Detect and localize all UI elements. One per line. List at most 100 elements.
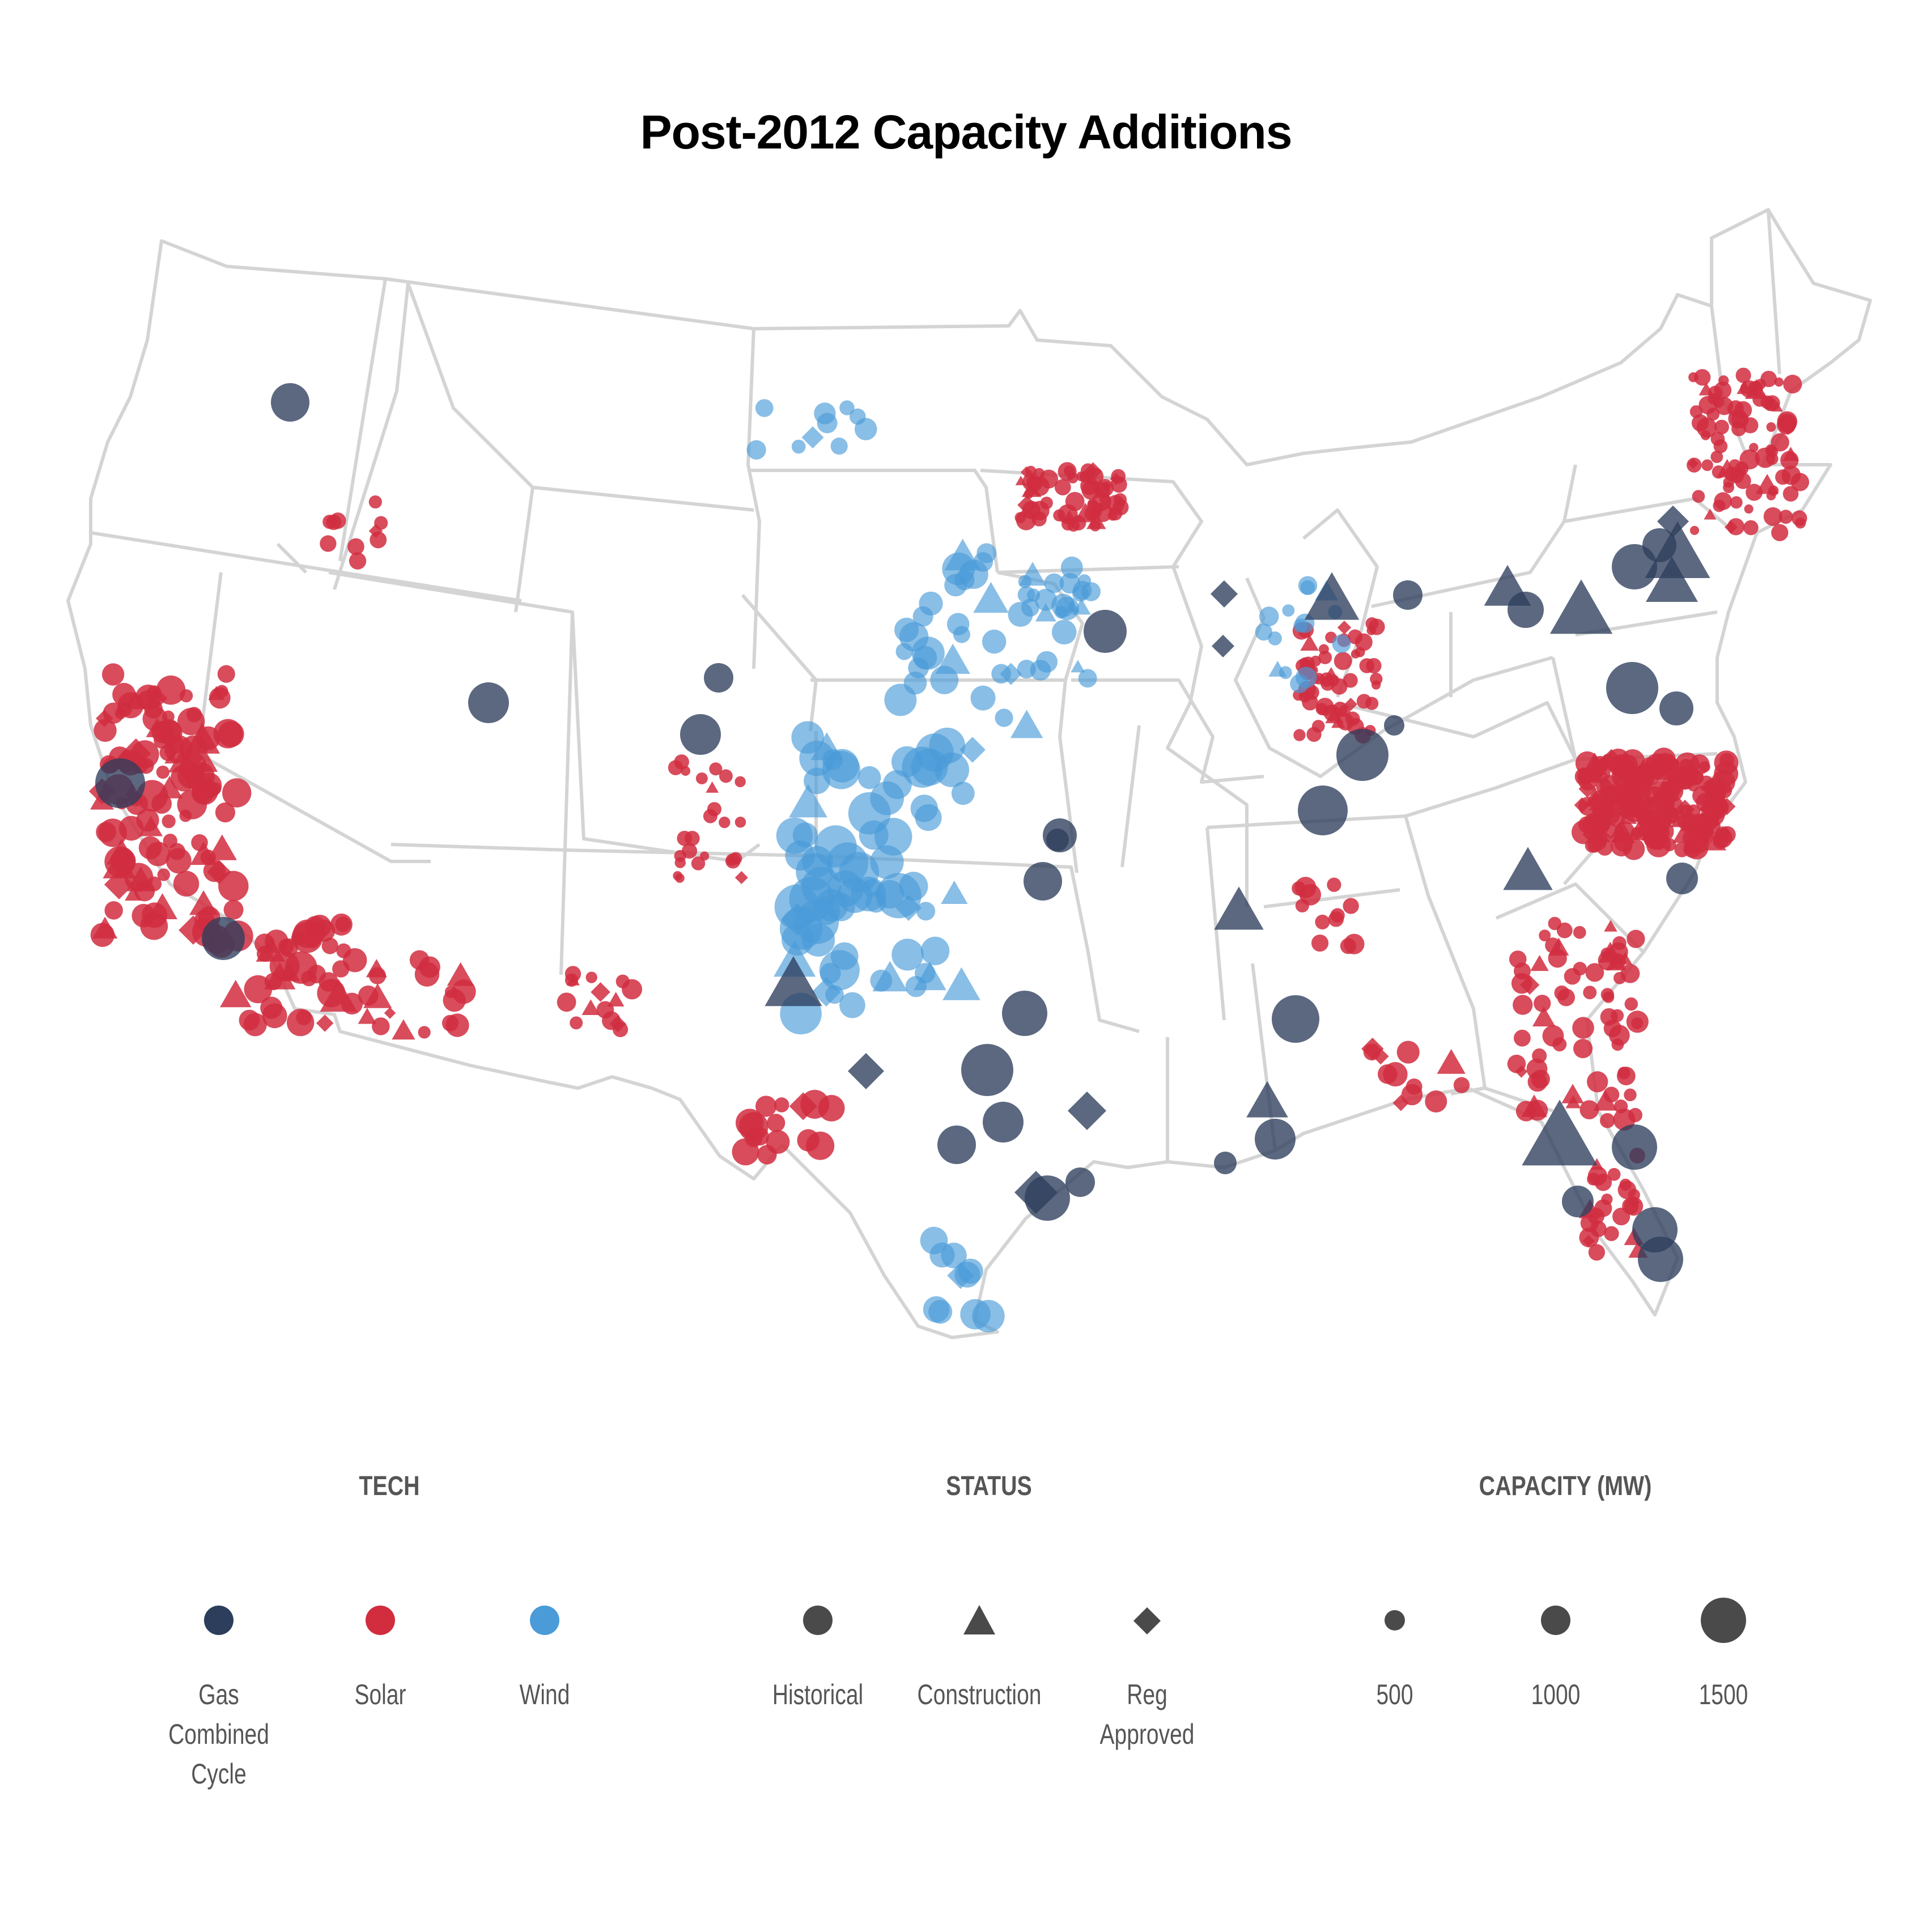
solar-plant-marker <box>1594 1199 1612 1217</box>
legend-capacity-1000-circle-icon <box>1541 1606 1570 1635</box>
solar-plant-marker <box>1334 652 1352 670</box>
solar-plant-marker <box>330 913 353 936</box>
wind-plant-marker <box>830 438 848 455</box>
solar-plant-marker <box>767 1114 785 1132</box>
solar-plant-marker <box>349 552 367 570</box>
solar-plant-marker <box>699 851 710 861</box>
solar-plant-marker <box>1714 750 1739 775</box>
solar-plant-marker <box>1600 988 1615 1001</box>
solar-plant-marker <box>1596 839 1613 856</box>
wind-plant-marker <box>1077 574 1091 588</box>
wind-plant-marker <box>899 622 929 652</box>
gas-plant-marker <box>1084 610 1127 653</box>
solar-plant-marker <box>1711 770 1735 794</box>
solar-plant-marker <box>1617 1181 1637 1199</box>
solar-plant-marker <box>1607 748 1630 772</box>
wind-plant-marker <box>884 683 917 716</box>
solar-plant-marker <box>101 663 125 686</box>
gas-plant-marker <box>1612 1124 1657 1170</box>
wind-plant-marker <box>1259 606 1279 627</box>
solar-plant-marker <box>1687 457 1702 473</box>
gas-plant-marker <box>1211 580 1238 608</box>
solar-plant-marker <box>1579 1228 1599 1247</box>
solar-plant-marker <box>1079 471 1092 483</box>
solar-plant-marker <box>218 871 249 902</box>
map-title: Post-2012 Capacity Additions <box>640 105 1293 159</box>
solar-plant-marker <box>1704 508 1717 520</box>
solar-plant-marker <box>719 769 733 783</box>
solar-plant-marker <box>1616 1067 1636 1085</box>
legend-label-construction: Construction <box>917 1679 1042 1710</box>
wind-plant-marker <box>970 685 996 711</box>
wind-plant-marker <box>789 784 827 818</box>
gas-plant-marker <box>1522 1099 1598 1166</box>
solar-plant-marker <box>264 973 282 991</box>
gas-plant-marker <box>1298 785 1348 835</box>
wind-plant-marker <box>929 1242 955 1268</box>
gas-plant-marker <box>1272 995 1319 1043</box>
solar-plant-marker <box>1573 1039 1593 1059</box>
solar-plant-marker <box>1749 443 1759 452</box>
solar-plant-marker <box>203 860 226 882</box>
gas-plant-marker <box>937 1126 976 1164</box>
gas-plant-marker <box>1255 1119 1296 1160</box>
solar-plant-marker <box>1681 816 1699 831</box>
solar-plant-marker <box>1054 479 1071 496</box>
solar-plant-marker <box>190 841 218 865</box>
solar-plant-marker <box>1782 447 1799 461</box>
wind-plant-marker <box>882 770 912 799</box>
solar-plant-marker <box>1359 658 1375 673</box>
solar-plant-marker <box>1626 1010 1649 1033</box>
solar-plant-marker <box>138 836 162 860</box>
solar-plant-marker <box>189 890 218 915</box>
solar-plant-marker <box>732 1138 759 1166</box>
solar-plant-marker <box>680 766 691 776</box>
solar-plant-marker <box>695 772 708 784</box>
wind-plant-marker <box>817 413 838 434</box>
wind-plant-marker <box>1017 586 1035 604</box>
gas-plant-marker <box>1336 729 1389 781</box>
wind-plant-marker <box>1290 674 1309 694</box>
solar-plant-marker <box>1564 968 1581 985</box>
wind-plant-marker <box>935 643 970 674</box>
gas-plant-marker <box>1214 1152 1237 1174</box>
wind-plant-marker <box>941 880 968 904</box>
solar-plant-marker <box>215 802 236 823</box>
solar-plant-marker <box>317 979 346 1008</box>
gas-plant-marker <box>961 1044 1013 1096</box>
solar-plant-marker <box>1344 933 1365 954</box>
solar-plant-marker <box>1071 515 1086 530</box>
solar-plant-marker <box>142 902 168 928</box>
gas-plant-marker <box>95 758 145 808</box>
solar-plant-marker <box>1063 509 1076 521</box>
solar-plant-marker <box>243 1013 267 1037</box>
solar-plant-marker <box>1782 486 1799 502</box>
solar-plant-marker <box>392 1019 415 1040</box>
solar-plant-marker <box>1113 493 1127 507</box>
solar-plant-marker <box>1783 375 1802 394</box>
solar-plant-marker <box>570 1016 583 1030</box>
solar-plant-marker <box>223 899 244 920</box>
solar-plant-marker <box>1579 1100 1599 1119</box>
solar-plant-marker <box>1619 808 1637 824</box>
solar-plant-marker <box>177 707 205 736</box>
solar-plant-marker <box>1715 397 1734 415</box>
wind-plant-marker <box>973 552 993 572</box>
solar-plant-marker <box>1344 698 1358 711</box>
solar-plant-marker <box>1593 1089 1617 1111</box>
wind-plant-marker <box>1078 669 1097 688</box>
legend-heading-capacity: CAPACITY (MW) <box>1479 1471 1652 1501</box>
solar-plant-marker <box>1746 483 1763 501</box>
solar-plant-marker <box>222 778 252 808</box>
solar-plant-marker <box>1587 822 1610 841</box>
gas-plant-marker <box>1024 862 1062 901</box>
wind-plant-marker <box>857 766 881 789</box>
solar-plant-marker <box>674 850 686 862</box>
solar-plant-marker <box>1778 509 1793 524</box>
legend-label-wind: Wind <box>519 1679 570 1710</box>
solar-plant-marker <box>1318 644 1329 655</box>
solar-plant-marker <box>1316 698 1334 716</box>
solar-plant-marker <box>789 1092 817 1120</box>
solar-plant-marker <box>719 816 731 829</box>
solar-plant-marker <box>591 982 610 1002</box>
